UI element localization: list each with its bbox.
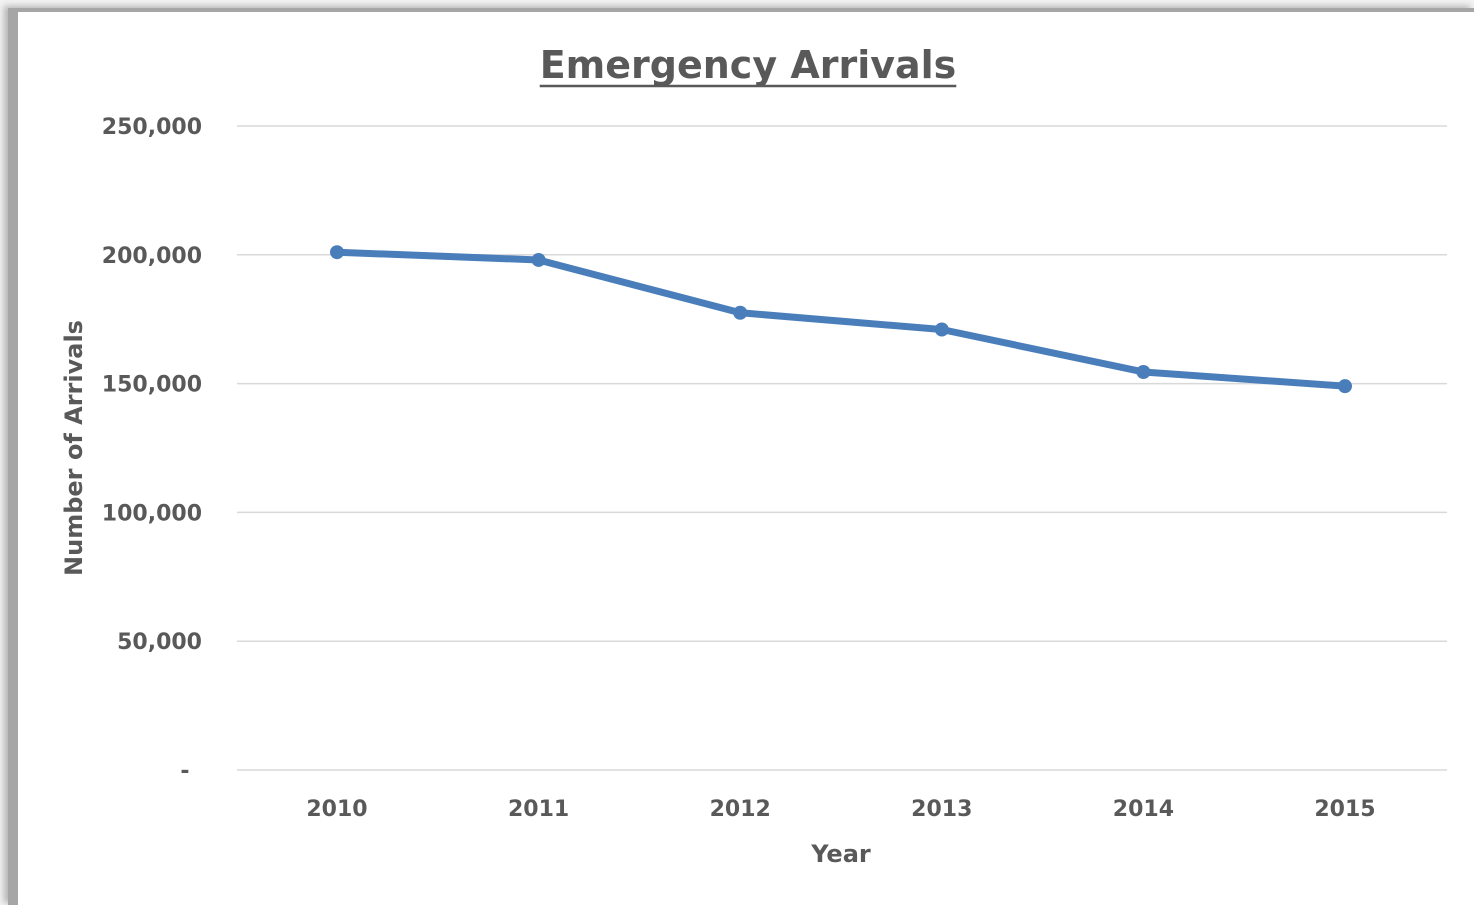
data-point [330,245,344,260]
y-tick-label: - [180,759,189,784]
data-point [1338,379,1352,394]
x-tick-label: 2013 [911,797,972,822]
y-tick-label: 50,000 [117,630,202,655]
x-tick-label: 2014 [1113,797,1174,822]
data-point [531,252,546,267]
x-tick-label: 2011 [508,797,569,822]
gridlines [237,125,1447,771]
chart-frame [8,8,1474,905]
y-axis-title: Number of Arrivals [60,320,88,576]
y-tick-label: 100,000 [102,501,202,526]
series-line [333,248,1349,390]
y-axis-ticks: - 50,000 100,000 150,000 200,000 250,000 [102,115,202,784]
x-tick-label: 2012 [710,797,771,822]
y-tick-label: 150,000 [102,373,202,398]
data-point [733,305,748,320]
y-tick-label: 200,000 [102,244,202,269]
x-axis-title: Year [810,840,871,868]
data-point [934,322,949,337]
x-axis-ticks: 2010 2011 2012 2013 2014 2015 [306,797,1375,822]
x-tick-label: 2015 [1314,797,1375,822]
y-tick-label: 250,000 [102,115,202,140]
chart-title: Emergency Arrivals [540,43,957,87]
data-point [1136,365,1151,380]
x-tick-label: 2010 [306,797,367,822]
series-layer [330,245,1352,394]
